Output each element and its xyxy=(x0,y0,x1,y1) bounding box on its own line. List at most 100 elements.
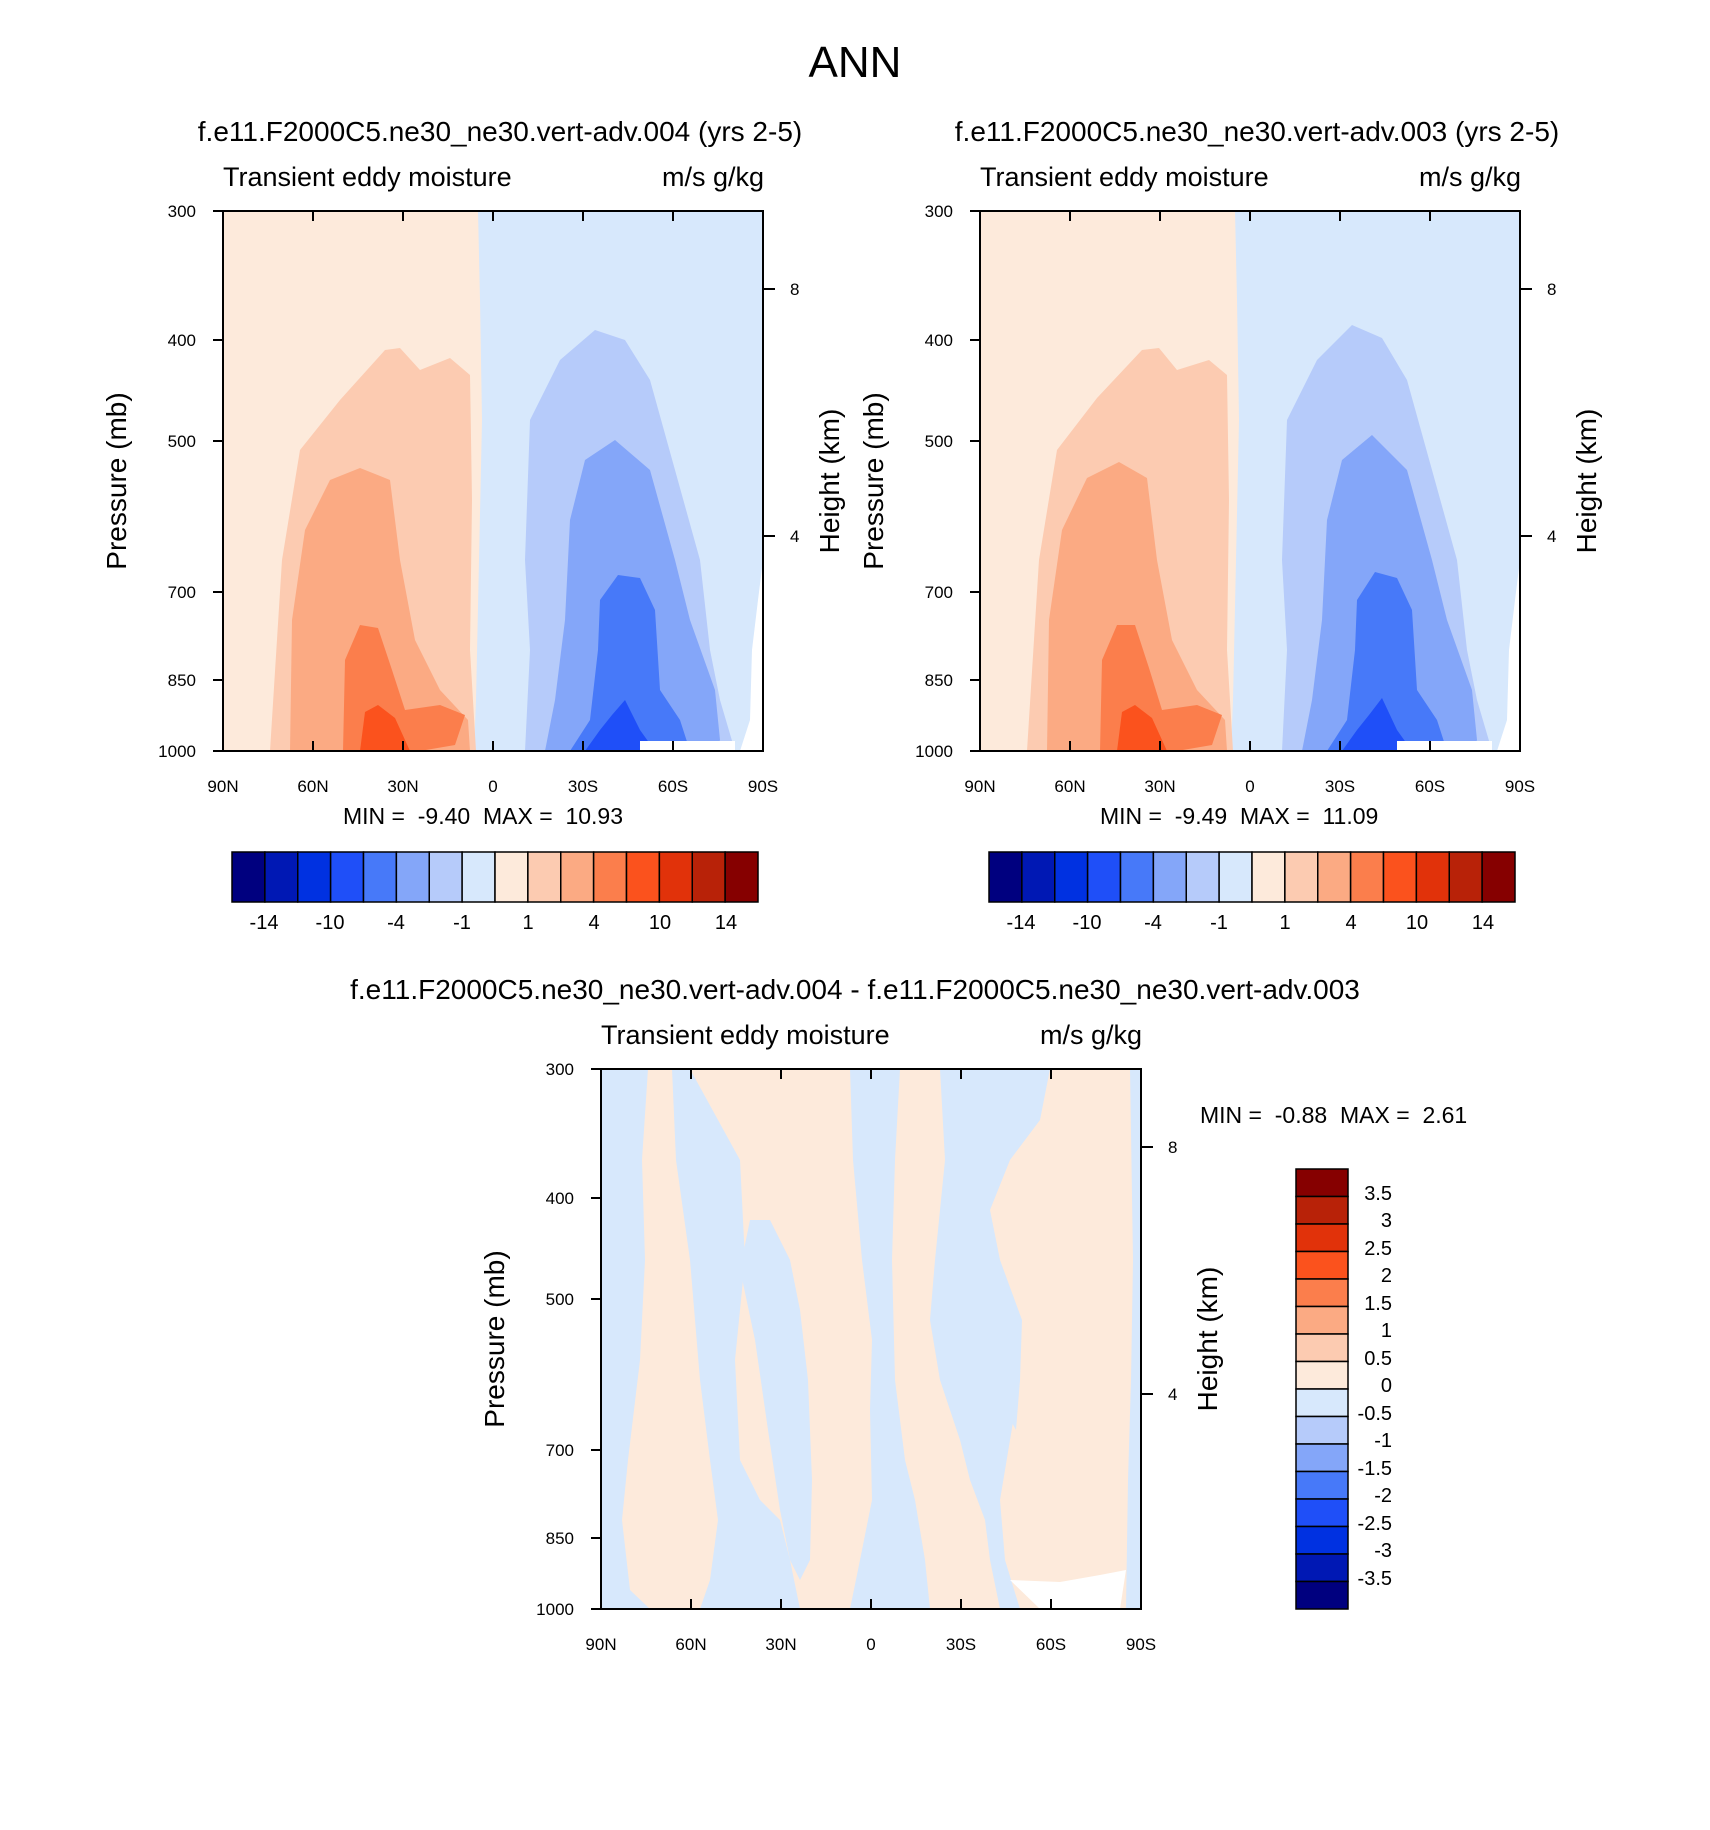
colorbar-box xyxy=(1284,851,1319,903)
colorbar-label: -10 xyxy=(1072,912,1102,934)
colorbar-box xyxy=(1481,851,1516,903)
y-tick-1000: 1000 xyxy=(536,1600,574,1619)
contour-plot-diff xyxy=(591,1068,1153,1610)
x-tick-30S: 30S xyxy=(945,1635,977,1654)
colorbar-box xyxy=(1382,851,1418,903)
colorbar-label: 1 xyxy=(1279,912,1291,934)
colorbar-box xyxy=(1295,1470,1349,1500)
colorbar-label: -2 xyxy=(1374,1485,1392,1507)
y-right-tick-4: 4 xyxy=(1547,527,1557,546)
x-tick-90S: 90S xyxy=(1125,1635,1157,1654)
y-tick-850: 850 xyxy=(924,671,953,690)
x-tick-90N: 90N xyxy=(207,777,239,796)
colorbar-label: 2 xyxy=(1380,1265,1392,1287)
colorbar-box xyxy=(1295,1360,1349,1390)
y-right-tick-4: 4 xyxy=(1168,1385,1178,1404)
y-tick-1000: 1000 xyxy=(915,742,953,761)
colorbar-label: -1.5 xyxy=(1357,1458,1392,1480)
colorbar-box xyxy=(231,851,266,903)
colorbar-box xyxy=(1295,1250,1349,1280)
y-tick-400: 400 xyxy=(924,331,953,350)
colorbar-box xyxy=(1185,851,1220,903)
colorbar-box xyxy=(1295,1195,1349,1225)
colorbar-box xyxy=(362,851,398,903)
colorbar-label: -4 xyxy=(387,912,405,934)
colorbar-box xyxy=(1218,851,1253,903)
colorbar-label: -1 xyxy=(453,912,471,934)
colorbar-labels: -14 -10 -4 -1 1 4 10 14 xyxy=(231,912,759,936)
figure-title: ANN xyxy=(808,38,902,87)
colorbar-box xyxy=(1054,851,1089,903)
colorbar-box xyxy=(1295,1333,1349,1363)
colorbar xyxy=(231,851,759,903)
stats-line: MIN = -0.88 MAX = 2.61 xyxy=(1200,1102,1467,1129)
colorbar-box xyxy=(1349,851,1385,903)
y-axis-label: Pressure (mb) xyxy=(101,392,132,570)
colorbar-box xyxy=(560,851,595,903)
min-label: MIN = xyxy=(343,803,405,829)
max-label: MAX = xyxy=(1239,803,1310,829)
colorbar-box xyxy=(1295,1223,1349,1253)
max-value: 10.93 xyxy=(565,803,623,829)
colorbar-label: -14 xyxy=(1006,912,1036,934)
x-tick-60S: 60S xyxy=(1414,777,1446,796)
x-axis-ticks xyxy=(600,1069,1142,1609)
y-tick-500: 500 xyxy=(545,1290,574,1309)
stats-line: MIN = -9.40 MAX = 10.93 xyxy=(343,803,623,830)
colorbar-labels: -14 -10 -4 -1 1 4 10 14 xyxy=(988,912,1516,936)
y-tick-labels: 300 400 500 700 850 1000 xyxy=(518,960,574,1830)
y-axis-label: Pressure (mb) xyxy=(479,1250,510,1428)
y-tick-labels: 300 400 500 700 850 1000 xyxy=(140,0,196,960)
y-tick-1000: 1000 xyxy=(158,742,196,761)
x-tick-0: 0 xyxy=(1245,777,1255,796)
colorbar-label: 14 xyxy=(1471,912,1495,934)
colorbar-box xyxy=(395,851,430,903)
colorbar-label: 3 xyxy=(1380,1210,1392,1232)
colorbar-box xyxy=(625,851,661,903)
colorbar-box xyxy=(297,851,332,903)
y-tick-300: 300 xyxy=(545,1060,574,1079)
y-axis-ticks xyxy=(591,1068,1153,1610)
colorbar-label: -3.5 xyxy=(1357,1568,1392,1590)
min-label: MIN = xyxy=(1100,803,1162,829)
min-label: MIN = xyxy=(1200,1102,1262,1128)
colorbar-box xyxy=(329,851,365,903)
colorbar-box xyxy=(461,851,496,903)
y-tick-850: 850 xyxy=(545,1529,574,1548)
colorbar-box xyxy=(1152,851,1187,903)
colorbar-box xyxy=(1295,1388,1349,1418)
colorbar-label: -1 xyxy=(1374,1430,1392,1452)
colorbar-label: 1.5 xyxy=(1364,1293,1392,1315)
y-tick-700: 700 xyxy=(167,583,196,602)
colorbar-label: 4 xyxy=(1345,912,1357,934)
colorbar-label: -10 xyxy=(315,912,345,934)
colorbar-box xyxy=(724,851,759,903)
colorbar-label: -2.5 xyxy=(1357,1513,1392,1535)
x-tick-30N: 30N xyxy=(765,1635,797,1654)
colorbar-label: 1 xyxy=(522,912,534,934)
colorbar-box xyxy=(691,851,726,903)
colorbar-vertical xyxy=(1295,1168,1349,1610)
x-tick-90N: 90N xyxy=(964,777,996,796)
colorbar-box xyxy=(264,851,299,903)
panel-left: f.e11.F2000C5.ne30_ne30.vert-adv.004 (yr… xyxy=(0,0,855,960)
colorbar-box xyxy=(1119,851,1155,903)
colorbar-box xyxy=(1086,851,1122,903)
y-tick-labels: 300 400 500 700 850 1000 xyxy=(897,0,953,960)
left-string: Transient eddy moisture xyxy=(601,1020,890,1050)
colorbar-label: -3 xyxy=(1374,1540,1392,1562)
y-axis-label: Pressure (mb) xyxy=(858,392,889,570)
x-tick-30S: 30S xyxy=(567,777,599,796)
colorbar-box xyxy=(1317,851,1352,903)
y-axis-label-right: Height (km) xyxy=(1192,1266,1223,1412)
x-tick-60S: 60S xyxy=(657,777,689,796)
colorbar-box xyxy=(1415,851,1450,903)
colorbar-box xyxy=(658,851,693,903)
colorbar-box xyxy=(527,851,562,903)
x-tick-labels: 90N 60N 30N 0 30S 60S 90S xyxy=(757,777,1612,801)
colorbar-box xyxy=(494,851,529,903)
colorbar-label: 3.5 xyxy=(1364,1183,1392,1205)
colorbar-box xyxy=(1295,1553,1349,1583)
colorbar-label: -4 xyxy=(1144,912,1162,934)
colorbar-label: 10 xyxy=(1405,912,1429,934)
